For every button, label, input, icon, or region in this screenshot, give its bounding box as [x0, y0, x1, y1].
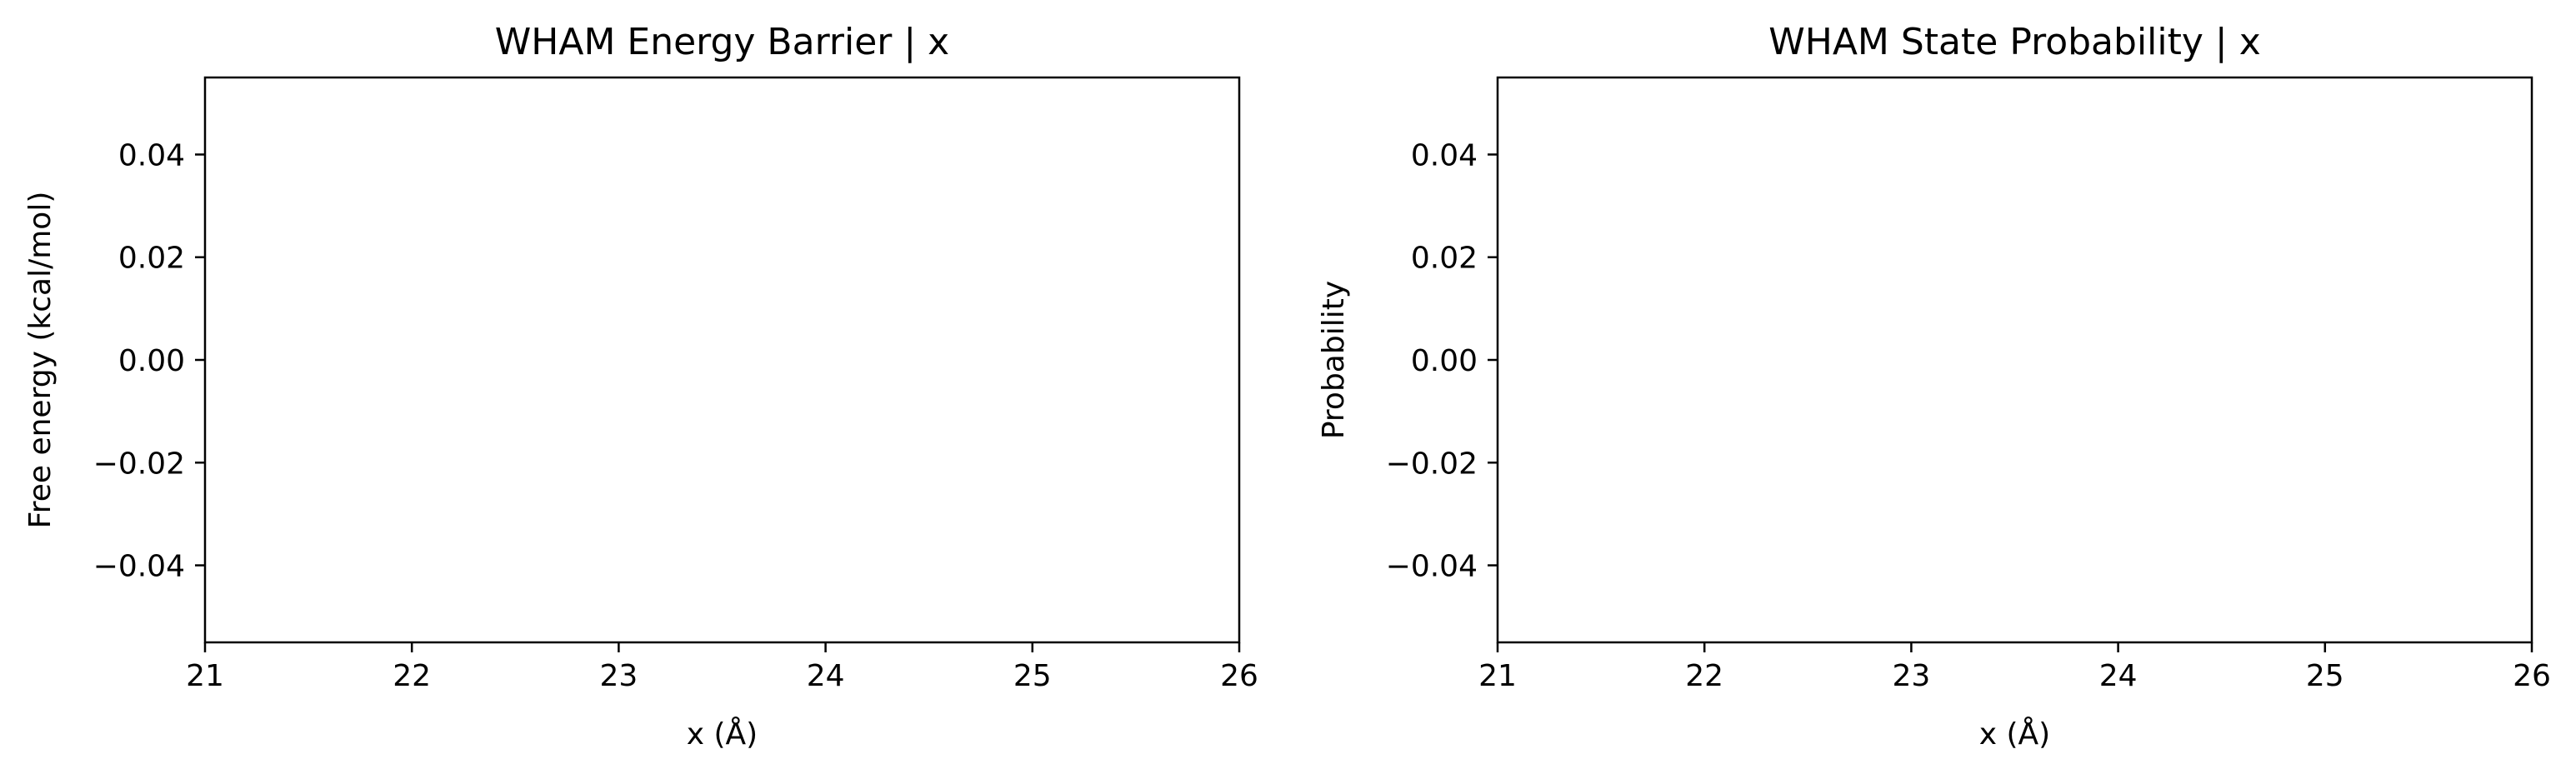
energy-barrier-y-axis-label: Free energy (kcal/mol)	[23, 192, 58, 529]
energy-barrier-x-tick-label: 25	[1013, 659, 1052, 693]
energy-barrier-y-tick-label: 0.00	[118, 344, 185, 378]
state-probability-y-tick-label: 0.02	[1411, 242, 1478, 276]
state-probability-title: WHAM State Probability | x	[1768, 21, 2261, 63]
state-probability-y-axis-label: Probability	[1317, 281, 1351, 439]
state-probability-x-tick-label: 21	[1478, 659, 1517, 693]
state-probability-x-tick-label: 24	[2099, 659, 2138, 693]
state-probability-chart: WHAM State Probability | x 21 22 23 24 25 26 −0…	[1317, 21, 2551, 752]
energy-barrier-x-tick-label: 26	[1220, 659, 1258, 693]
state-probability-x-axis-label: x (Å)	[1979, 716, 2050, 752]
energy-barrier-chart: WHAM Energy Barrier | x 21 22 23 24 25 26 −0.04…	[23, 21, 1258, 752]
energy-barrier-x-tick-label: 21	[186, 659, 224, 693]
state-probability-x-tick-label: 22	[1685, 659, 1723, 693]
energy-barrier-y-tick-label: 0.02	[118, 242, 185, 276]
energy-barrier-x-axis-label: x (Å)	[687, 716, 758, 752]
energy-barrier-y-tick-label: 0.04	[118, 138, 185, 172]
state-probability-plot-frame	[1496, 76, 2533, 644]
energy-barrier-y-tick-label: −0.04	[93, 550, 185, 584]
state-probability-y-tick-label: −0.02	[1386, 447, 1478, 481]
state-probability-x-tick-label: 23	[1892, 659, 1930, 693]
state-probability-y-tick-label: −0.04	[1386, 550, 1478, 584]
state-probability-x-tick-label: 25	[2306, 659, 2344, 693]
energy-barrier-x-tick-label: 24	[807, 659, 845, 693]
energy-barrier-x-tick-label: 23	[599, 659, 638, 693]
state-probability-y-tick-label: 0.04	[1411, 138, 1478, 172]
state-probability-x-tick-label: 26	[2513, 659, 2551, 693]
energy-barrier-title: WHAM Energy Barrier | x	[495, 21, 949, 63]
energy-barrier-plot-frame	[203, 76, 1241, 644]
state-probability-y-tick-label: 0.00	[1411, 344, 1478, 378]
energy-barrier-x-tick-label: 22	[393, 659, 431, 693]
energy-barrier-y-tick-label: −0.02	[93, 447, 185, 481]
